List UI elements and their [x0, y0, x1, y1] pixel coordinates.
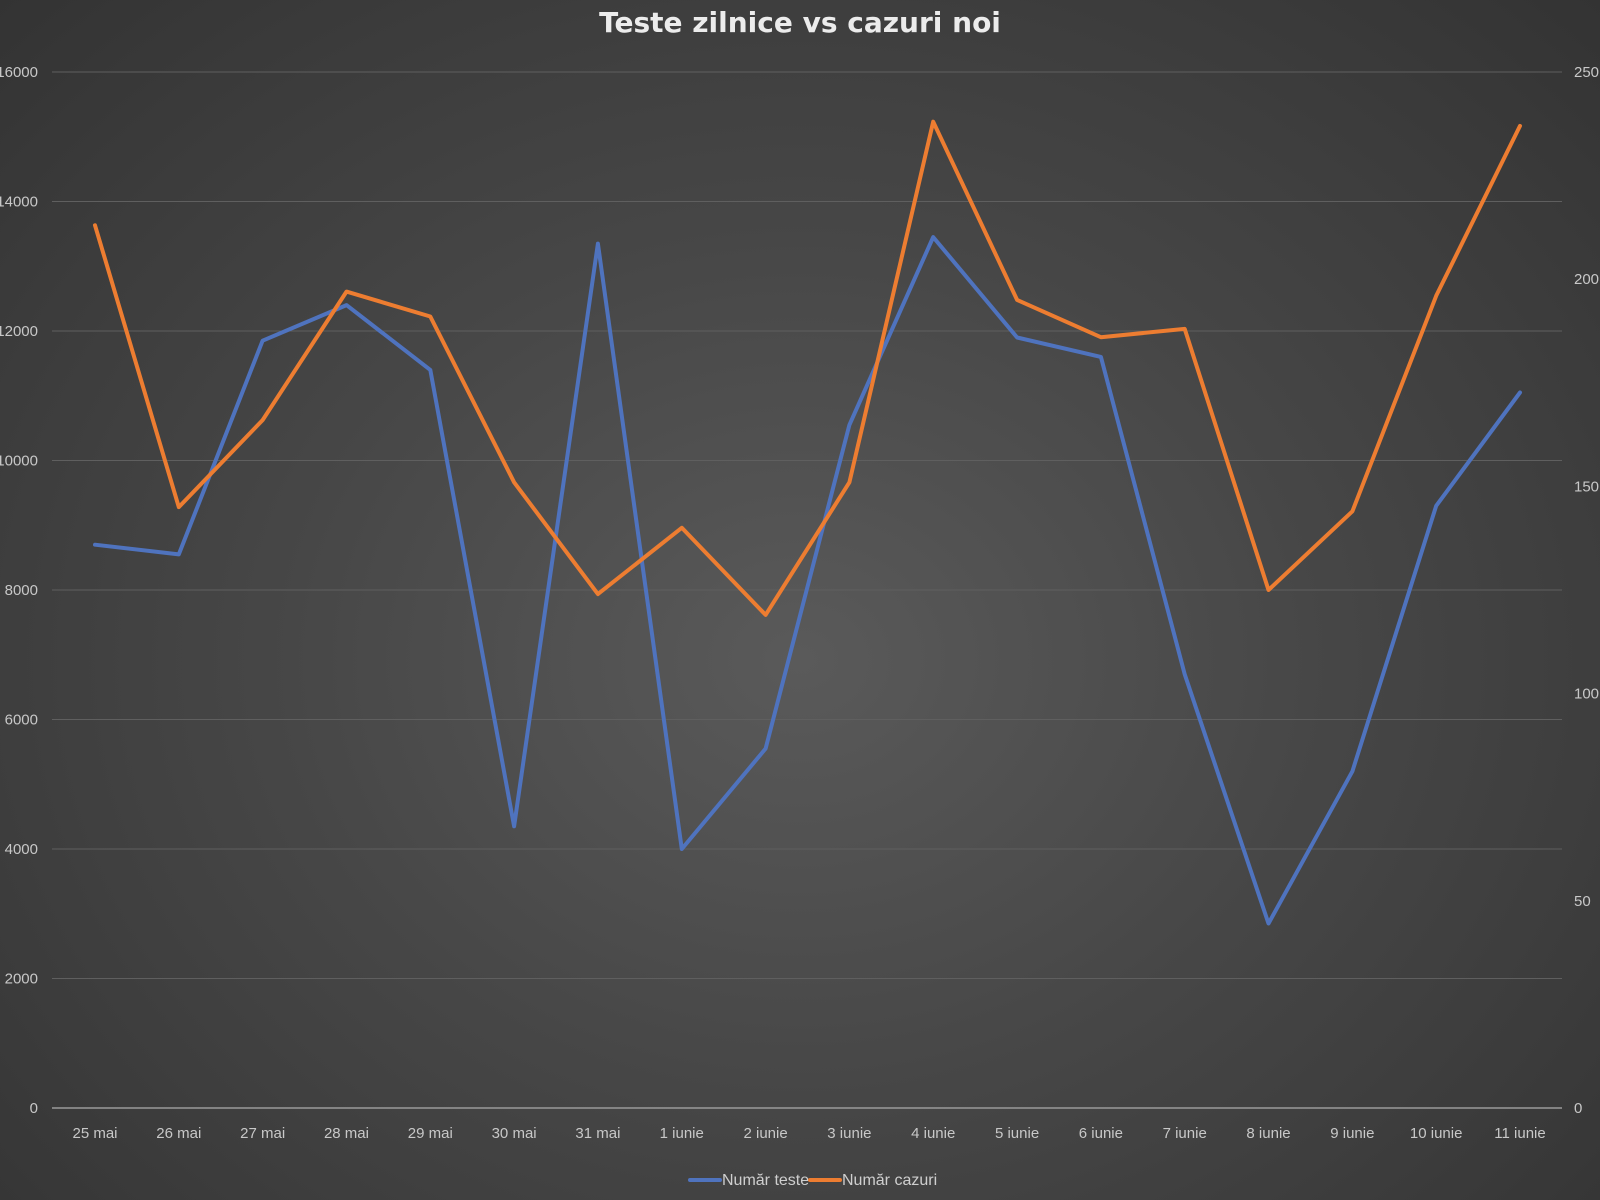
series-line-numar-cazuri	[93, 119, 1522, 617]
y-right-tick-label: 150	[1574, 478, 1599, 495]
x-tick-label: 11 iunie	[1494, 1125, 1545, 1142]
y-left-tick-label: 2000	[5, 971, 38, 988]
legend-label: Număr cazuri	[842, 1172, 937, 1189]
gridlines	[52, 71, 1562, 979]
y-left-tick-label: 10000	[0, 453, 38, 470]
x-tick-label: 26 mai	[156, 1125, 201, 1142]
legend: Număr teste Număr cazuri	[688, 1172, 937, 1189]
axes: 0 2000 4000 6000 8000 10000 12000 14000 16000 0 50…	[0, 64, 1599, 1142]
x-tick-label: 4 iunie	[911, 1125, 955, 1142]
x-tick-label: 2 iunie	[743, 1125, 787, 1142]
x-tick-label: 27 mai	[240, 1125, 285, 1142]
legend-label: Număr teste	[722, 1172, 809, 1189]
y-left-tick-label: 6000	[5, 712, 38, 729]
x-tick-label: 10 iunie	[1410, 1125, 1463, 1142]
series-line-numar-teste	[93, 235, 1522, 926]
x-tick-label: 9 iunie	[1330, 1125, 1374, 1142]
x-tick-label: 29 mai	[408, 1125, 453, 1142]
y-left-tick-label: 14000	[0, 194, 38, 211]
x-tick-label: 1 iunie	[660, 1125, 704, 1142]
y-right-tick-label: 250	[1574, 64, 1599, 81]
y-right-tick-label: 200	[1574, 271, 1599, 288]
x-tick-label: 30 mai	[492, 1125, 537, 1142]
x-tick-label: 25 mai	[72, 1125, 117, 1142]
x-tick-label: 3 iunie	[827, 1125, 871, 1142]
y-left-tick-label: 0	[30, 1100, 38, 1117]
x-tick-label: 31 mai	[575, 1125, 620, 1142]
chart-title: Teste zilnice vs cazuri noi	[599, 6, 1001, 39]
y-right-tick-label: 0	[1574, 1100, 1582, 1117]
series-lines	[93, 119, 1522, 926]
y-right-tick-label: 50	[1574, 893, 1591, 910]
y-right-tick-label: 100	[1574, 686, 1599, 703]
y-left-tick-label: 12000	[0, 323, 38, 340]
x-tick-label: 5 iunie	[995, 1125, 1039, 1142]
y-left-tick-label: 16000	[0, 64, 38, 81]
x-tick-label: 8 iunie	[1246, 1125, 1290, 1142]
x-tick-label: 6 iunie	[1079, 1125, 1123, 1142]
y-left-tick-label: 4000	[5, 841, 38, 858]
y-left-tick-label: 8000	[5, 582, 38, 599]
x-tick-label: 28 mai	[324, 1125, 369, 1142]
x-tick-label: 7 iunie	[1163, 1125, 1207, 1142]
